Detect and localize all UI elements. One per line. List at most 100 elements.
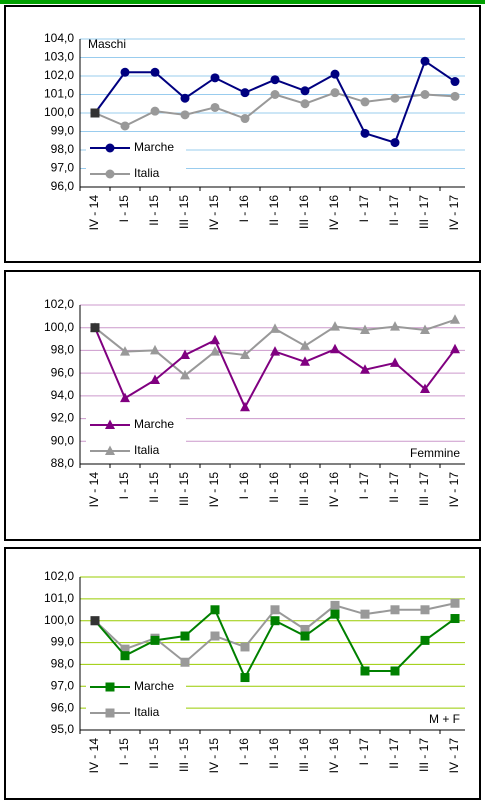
marker bbox=[180, 349, 190, 359]
marker bbox=[270, 605, 280, 615]
marker bbox=[300, 86, 310, 96]
marker bbox=[120, 644, 130, 654]
x-tick-label: I - 17 bbox=[357, 472, 371, 500]
marker bbox=[240, 401, 250, 412]
y-tick-label: 97,0 bbox=[51, 161, 75, 175]
marker bbox=[120, 67, 130, 77]
x-tick-label: I - 15 bbox=[117, 738, 131, 766]
x-tick-label: II - 16 bbox=[267, 738, 281, 769]
x-tick-label: II - 16 bbox=[267, 195, 281, 226]
legend-label: Marche bbox=[134, 140, 174, 154]
marker bbox=[210, 346, 220, 356]
marker bbox=[105, 708, 115, 718]
x-tick-label: III - 17 bbox=[417, 472, 431, 506]
marker bbox=[240, 673, 250, 683]
legend-box bbox=[86, 136, 186, 184]
legend-label: Italia bbox=[134, 705, 160, 719]
marker bbox=[300, 624, 310, 634]
x-tick-label: III - 17 bbox=[417, 195, 431, 229]
y-tick-label: 104,0 bbox=[44, 31, 74, 45]
panel bbox=[4, 5, 481, 263]
x-tick-label: IV - 17 bbox=[447, 738, 461, 774]
y-tick-label: 102,0 bbox=[44, 297, 74, 311]
x-tick-label: III - 16 bbox=[297, 472, 311, 506]
marker bbox=[150, 635, 160, 645]
x-tick-label: III - 16 bbox=[297, 195, 311, 229]
y-tick-label: 88,0 bbox=[51, 456, 75, 470]
marker bbox=[420, 605, 430, 615]
y-tick-label: 97,0 bbox=[51, 678, 75, 692]
marker bbox=[450, 314, 460, 324]
marker bbox=[180, 369, 190, 380]
marker bbox=[270, 90, 280, 99]
top-bar bbox=[0, 0, 485, 4]
marker bbox=[210, 334, 220, 345]
x-tick-label: IV - 14 bbox=[87, 472, 101, 508]
marker bbox=[180, 657, 190, 667]
legend-label: Italia bbox=[134, 166, 160, 180]
marker bbox=[240, 114, 250, 124]
marker bbox=[390, 357, 400, 367]
y-tick-label: 90,0 bbox=[51, 433, 75, 447]
marker bbox=[300, 99, 310, 109]
x-tick-label: III - 16 bbox=[297, 738, 311, 772]
marker bbox=[210, 102, 220, 112]
x-tick-label: II - 17 bbox=[387, 738, 401, 769]
marker bbox=[420, 383, 430, 394]
marker bbox=[270, 75, 280, 85]
marker bbox=[270, 616, 280, 626]
legend-label: Marche bbox=[134, 679, 174, 693]
marker bbox=[180, 93, 190, 103]
marker bbox=[300, 631, 310, 641]
marker bbox=[360, 666, 370, 676]
x-tick-label: I - 16 bbox=[237, 738, 251, 766]
marker bbox=[300, 340, 310, 350]
marker bbox=[150, 67, 160, 77]
marker bbox=[90, 323, 100, 333]
marker bbox=[210, 73, 220, 83]
marker bbox=[390, 605, 400, 615]
y-tick-label: 92,0 bbox=[51, 411, 75, 425]
y-tick-label: 94,0 bbox=[51, 388, 75, 402]
x-tick-label: IV - 16 bbox=[327, 472, 341, 508]
marker bbox=[420, 90, 430, 99]
x-tick-label: II - 15 bbox=[147, 738, 161, 769]
annotation: Femmine bbox=[410, 446, 460, 460]
marker bbox=[120, 392, 130, 403]
marker bbox=[105, 445, 115, 455]
y-tick-label: 99,0 bbox=[51, 635, 75, 649]
x-tick-label: II - 16 bbox=[267, 472, 281, 503]
marker bbox=[105, 143, 115, 153]
marker bbox=[240, 642, 250, 652]
y-tick-label: 100,0 bbox=[44, 105, 74, 119]
y-tick-label: 98,0 bbox=[51, 657, 75, 671]
marker bbox=[390, 93, 400, 103]
x-tick-label: III - 15 bbox=[177, 738, 191, 772]
marker bbox=[210, 605, 220, 615]
x-tick-label: I - 17 bbox=[357, 195, 371, 223]
marker bbox=[150, 374, 160, 384]
marker bbox=[270, 323, 280, 333]
x-tick-label: IV - 14 bbox=[87, 738, 101, 774]
marker bbox=[450, 91, 460, 101]
marker bbox=[330, 600, 340, 610]
marker bbox=[120, 346, 130, 356]
y-tick-label: 101,0 bbox=[44, 591, 74, 605]
marker bbox=[270, 346, 280, 356]
x-tick-label: I - 17 bbox=[357, 738, 371, 766]
marker bbox=[150, 344, 160, 355]
marker bbox=[90, 108, 100, 118]
marker bbox=[240, 349, 250, 359]
marker bbox=[180, 110, 190, 120]
marker bbox=[450, 77, 460, 87]
x-tick-label: IV - 17 bbox=[447, 472, 461, 508]
y-tick-label: 103,0 bbox=[44, 50, 74, 64]
x-tick-label: III - 17 bbox=[417, 738, 431, 772]
marker bbox=[210, 631, 220, 641]
x-tick-label: IV - 15 bbox=[207, 738, 221, 774]
marker bbox=[90, 616, 100, 626]
marker bbox=[105, 169, 115, 179]
marker bbox=[360, 128, 370, 138]
marker bbox=[360, 97, 370, 107]
